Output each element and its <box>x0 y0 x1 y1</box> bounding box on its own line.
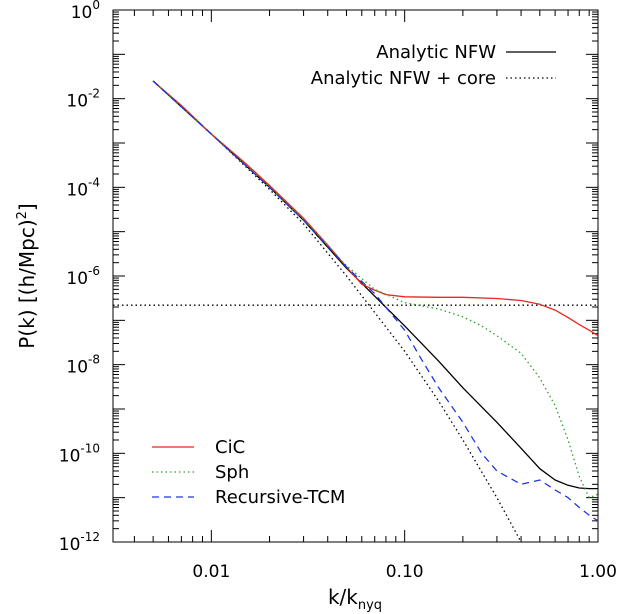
x-tick-label: 1.00 <box>579 562 617 582</box>
y-tick-label: 10-6 <box>66 264 100 289</box>
y-axis-title-superscript: 2 <box>15 211 30 219</box>
y-tick-label: 10-10 <box>59 441 100 466</box>
series-line-sph <box>152 80 599 499</box>
x-tick-label: 0.10 <box>386 562 424 582</box>
y-tick-label: 10-12 <box>59 530 100 555</box>
y-tick-label: 100 <box>71 0 100 23</box>
legend-label-recursive-tcm: Recursive-TCM <box>215 487 345 508</box>
legend-top: Analytic NFW Analytic NFW + core <box>311 42 556 89</box>
y-tick-label: 10-8 <box>66 353 100 378</box>
x-tick-label: 0.01 <box>192 562 230 582</box>
series-line-cic <box>152 80 599 337</box>
y-tick-label: 10-2 <box>66 87 100 112</box>
legend-bottom: CiC Sph Recursive-TCM <box>152 437 345 508</box>
x-axis-title-subscript: nyq <box>358 598 382 613</box>
y-tick-label: 10-4 <box>66 175 100 200</box>
axis-tick-labels: 0.01 0.10 1.00 100 10-2 10-4 10-6 10-8 10-10 10-1… <box>59 0 617 582</box>
series-line-recursive-tcm <box>152 80 599 522</box>
x-axis-title: k/knyq <box>328 585 382 613</box>
series-layer <box>113 80 599 543</box>
y-axis-title-end: ] <box>15 203 39 211</box>
legend-label-cic: CiC <box>215 437 245 458</box>
axis-ticks <box>113 9 599 543</box>
series-line-analytic-nfw-core <box>152 80 522 543</box>
y-axis-title: P(k) [(h/Mpc)2] <box>15 203 39 348</box>
legend-label-analytic-nfw: Analytic NFW <box>376 42 496 63</box>
legend-label-analytic-nfw-core: Analytic NFW + core <box>311 68 496 89</box>
legend-label-sph: Sph <box>215 462 249 483</box>
